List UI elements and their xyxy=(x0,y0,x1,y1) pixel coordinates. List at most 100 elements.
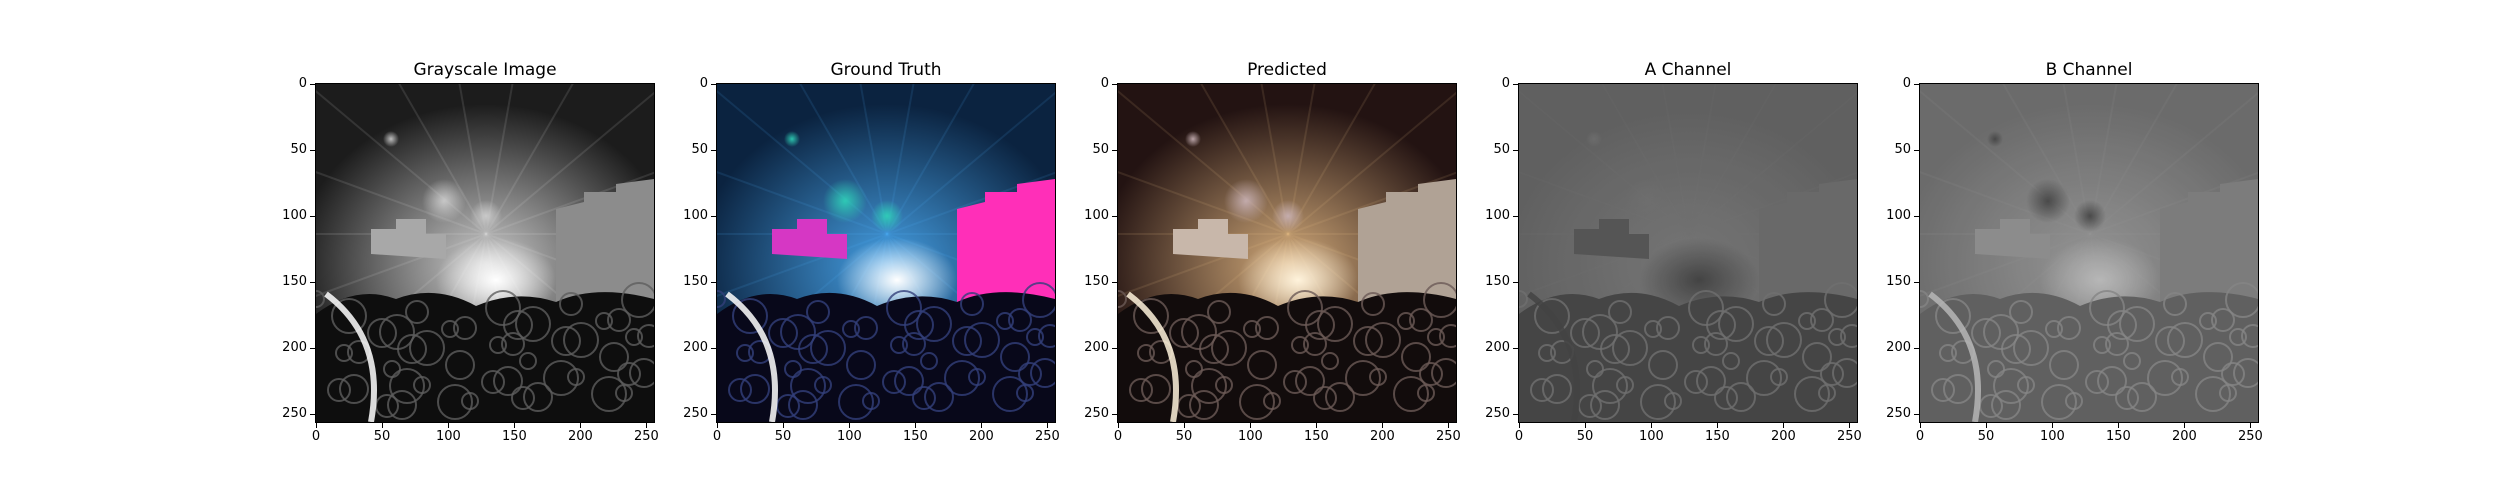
head-outline xyxy=(1129,378,1153,402)
spotlight xyxy=(1673,200,1705,232)
x-tick-mark xyxy=(646,422,647,428)
y-tick-mark xyxy=(1112,216,1118,217)
x-tick-mark xyxy=(1184,422,1185,428)
light-ray xyxy=(485,91,654,235)
head-outline xyxy=(405,300,429,324)
head-outline xyxy=(551,326,581,356)
y-tick-mark xyxy=(711,414,717,415)
head-outline xyxy=(1431,358,1456,388)
head-outline xyxy=(2155,326,2185,356)
building-left xyxy=(772,219,847,259)
spotlight xyxy=(383,131,399,147)
light-ray xyxy=(1287,171,1456,235)
y-tick-mark xyxy=(1112,150,1118,151)
head-outline xyxy=(2123,352,2141,370)
light-ray xyxy=(1287,84,1316,235)
head-outline xyxy=(1030,358,1055,388)
y-tick-label: 50 xyxy=(691,142,708,157)
building-left xyxy=(1574,219,1649,259)
head-outline xyxy=(1656,316,1680,340)
building-right xyxy=(1358,179,1456,314)
x-tick-label: 250 xyxy=(2238,429,2263,444)
head-outline xyxy=(629,358,654,388)
head-outline xyxy=(2013,330,2049,366)
y-tick-mark xyxy=(1513,414,1519,415)
head-outline xyxy=(1608,300,1632,324)
spotlight xyxy=(1586,131,1602,147)
panel-title: Grayscale Image xyxy=(413,60,557,80)
head-outline xyxy=(1722,352,1740,370)
image-frame xyxy=(315,83,655,423)
head-outline xyxy=(2049,350,2079,380)
head-outline xyxy=(437,384,473,420)
head-outline xyxy=(1612,330,1648,366)
head-outline xyxy=(1766,322,1802,358)
image-frame xyxy=(1117,83,1457,423)
y-tick-label: 0 xyxy=(1501,76,1510,91)
head-outline xyxy=(595,312,613,330)
head-outline xyxy=(2229,328,2247,346)
head-outline xyxy=(1746,360,1782,396)
head-outline xyxy=(2167,322,2203,358)
head-outline xyxy=(2147,360,2183,396)
x-tick-label: 100 xyxy=(436,429,461,444)
crowd xyxy=(1920,292,2258,422)
head-outline xyxy=(2115,386,2139,410)
x-tick-label: 150 xyxy=(903,429,928,444)
head-outline xyxy=(1696,366,1726,396)
spotlight xyxy=(1185,131,1201,147)
y-tick-label: 50 xyxy=(1092,142,1109,157)
y-tick-mark xyxy=(1914,348,1920,349)
y-tick-label: 50 xyxy=(1894,142,1911,157)
head-outline xyxy=(599,342,629,372)
head-outline xyxy=(331,298,367,334)
x-tick-label: 50 xyxy=(373,429,391,444)
x-tick-mark xyxy=(2250,422,2251,428)
head-outline xyxy=(607,308,631,332)
y-tick-label: 200 xyxy=(1084,340,1109,355)
panel-title: Predicted xyxy=(1247,60,1327,80)
y-tick-label: 250 xyxy=(683,406,708,421)
x-tick-label: 150 xyxy=(1705,429,1730,444)
y-tick-mark xyxy=(1914,282,1920,283)
image-content xyxy=(316,84,654,422)
head-outline xyxy=(515,306,551,342)
y-tick-label: 100 xyxy=(1084,208,1109,223)
y-tick-mark xyxy=(1513,150,1519,151)
y-tick-label: 200 xyxy=(1485,340,1510,355)
head-outline xyxy=(1939,344,1957,362)
head-outline xyxy=(1169,318,1199,348)
head-outline xyxy=(790,368,826,404)
head-outline xyxy=(964,322,1000,358)
building-left xyxy=(371,219,446,259)
crowd xyxy=(717,292,1055,422)
spotlight xyxy=(422,179,466,223)
y-tick-mark xyxy=(1513,348,1519,349)
head-outline xyxy=(952,326,982,356)
building-left xyxy=(1975,219,2050,259)
y-tick-label: 200 xyxy=(683,340,708,355)
head-outline xyxy=(519,352,537,370)
head-outline xyxy=(2119,306,2155,342)
head-outline xyxy=(1820,362,1844,386)
x-tick-label: 150 xyxy=(502,429,527,444)
spotlight xyxy=(823,179,867,223)
x-tick-mark xyxy=(1382,422,1383,428)
head-outline xyxy=(2195,376,2231,412)
building-right xyxy=(556,179,654,314)
head-outline xyxy=(1692,336,1710,354)
spotlight xyxy=(1625,179,1669,223)
head-outline xyxy=(2225,282,2258,318)
head-outline xyxy=(920,352,938,370)
x-tick-mark xyxy=(316,422,317,428)
head-outline xyxy=(1295,366,1325,396)
head-outline xyxy=(489,336,507,354)
y-tick-label: 50 xyxy=(290,142,307,157)
y-tick-mark xyxy=(310,282,316,283)
x-tick-mark xyxy=(1519,422,1520,428)
head-outline xyxy=(912,386,936,410)
head-outline xyxy=(523,382,553,412)
x-tick-mark xyxy=(1986,422,1987,428)
x-tick-mark xyxy=(783,422,784,428)
head-outline xyxy=(944,360,980,396)
